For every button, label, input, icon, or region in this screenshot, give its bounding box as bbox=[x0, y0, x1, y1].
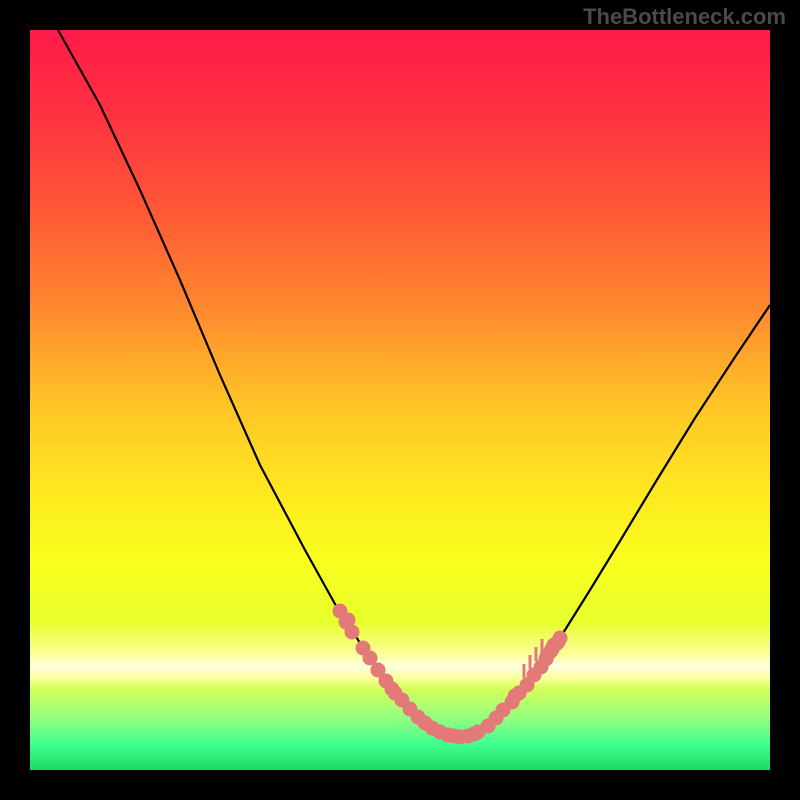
plot-area bbox=[30, 30, 770, 770]
chart-root: TheBottleneck.com bbox=[0, 0, 800, 800]
v-curve-line bbox=[58, 30, 770, 737]
scatter-point bbox=[341, 613, 355, 627]
scatter-point bbox=[508, 689, 522, 703]
scatter-point bbox=[363, 651, 377, 665]
notch-mark bbox=[535, 647, 538, 661]
scatter-point bbox=[388, 686, 402, 700]
scatter-point bbox=[547, 638, 561, 652]
scatter-point bbox=[467, 727, 481, 741]
chart-svg bbox=[30, 30, 770, 770]
notch-mark bbox=[523, 664, 526, 678]
notch-mark bbox=[529, 655, 532, 669]
watermark-text: TheBottleneck.com bbox=[583, 4, 786, 30]
